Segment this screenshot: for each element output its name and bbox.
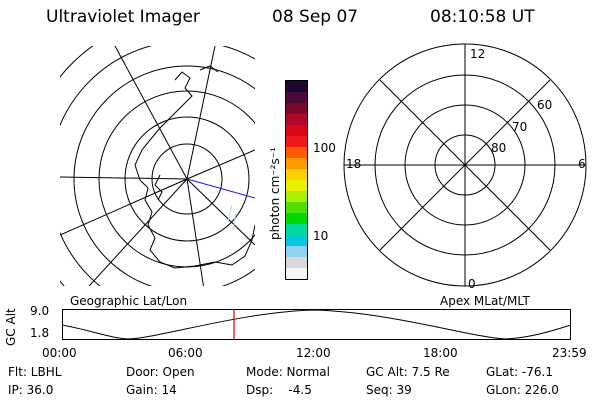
colorbar-tick-100: 100 xyxy=(313,141,336,155)
timeline-ytick-9: 9.0 xyxy=(30,304,50,318)
status-gc-alt: GC Alt: 7.5 Re xyxy=(366,365,450,379)
timeline-xtick-2359: 23:59 xyxy=(552,346,587,360)
colorbar-band xyxy=(286,81,307,92)
colorbar-band xyxy=(286,246,307,257)
colorbar-band xyxy=(286,202,307,213)
colorbar xyxy=(285,80,308,280)
mlat-mlt-polar-plot xyxy=(343,43,587,287)
timeline-xtick-1800: 18:00 xyxy=(423,346,458,360)
status-gain: Gain: 14 xyxy=(126,383,177,397)
instrument-title: Ultraviolet Imager xyxy=(46,7,200,27)
colorbar-band xyxy=(286,235,307,246)
colorbar-tick-10: 10 xyxy=(313,229,329,243)
colorbar-band xyxy=(286,103,307,114)
colorbar-band xyxy=(286,158,307,169)
geographic-map xyxy=(60,46,255,286)
mlat-label-80: 80 xyxy=(491,141,507,155)
colorbar-band xyxy=(286,92,307,103)
timeline-axis-label: GC Alt xyxy=(4,308,18,346)
colorbar-band xyxy=(286,114,307,125)
status-glat: GLat: -76.1 xyxy=(486,365,553,379)
mlat-label-70: 70 xyxy=(512,120,528,134)
mlat-label-60: 60 xyxy=(537,98,553,112)
colorbar-band xyxy=(286,191,307,202)
colorbar-band xyxy=(286,268,307,279)
colorbar-band xyxy=(286,125,307,136)
time-label: 08:10:58 UT xyxy=(430,7,535,27)
timeline-xtick-0000: 00:00 xyxy=(42,346,77,360)
mlt-label-0: 0 xyxy=(468,277,476,291)
mlt-label-18: 18 xyxy=(346,157,362,171)
timeline-xtick-1200: 12:00 xyxy=(296,346,331,360)
timeline-xtick-0600: 06:00 xyxy=(168,346,203,360)
colorbar-band xyxy=(286,213,307,224)
mlt-label-12: 12 xyxy=(470,47,486,61)
colorbar-band xyxy=(286,224,307,235)
colorbar-band xyxy=(286,257,307,268)
colorbar-band xyxy=(286,136,307,147)
status-seq: Seq: 39 xyxy=(366,383,412,397)
status-glon: GLon: 226.0 xyxy=(486,383,559,397)
status-dsp: Dsp: -4.5 xyxy=(246,383,312,397)
left-map-caption: Geographic Lat/Lon xyxy=(70,294,188,308)
right-map-caption: Apex MLat/MLT xyxy=(440,294,530,308)
timeline-ytick-1-8: 1.8 xyxy=(30,326,50,340)
status-flt: Flt: LBHL xyxy=(8,365,62,379)
colorbar-band xyxy=(286,169,307,180)
status-door: Door: Open xyxy=(126,365,195,379)
date-label: 08 Sep 07 xyxy=(272,7,359,27)
status-ip: IP: 36.0 xyxy=(8,383,54,397)
colorbar-band xyxy=(286,147,307,158)
colorbar-label: photon cm⁻²s⁻¹ xyxy=(268,147,282,240)
colorbar-band xyxy=(286,180,307,191)
status-mode: Mode: Normal xyxy=(246,365,330,379)
mlt-label-6: 6 xyxy=(578,157,586,171)
timeline-plot xyxy=(62,309,572,340)
